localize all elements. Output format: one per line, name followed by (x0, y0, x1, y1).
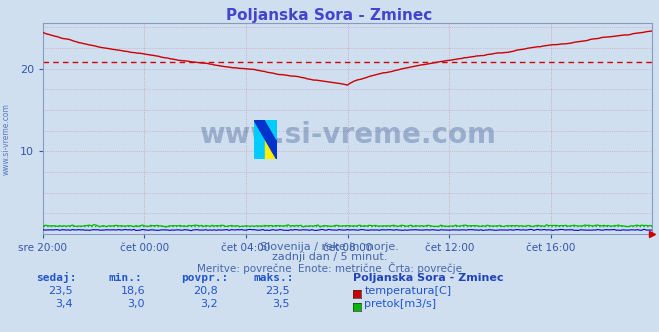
Text: Meritve: povrečne  Enote: metrične  Črta: povrečje: Meritve: povrečne Enote: metrične Črta: … (197, 262, 462, 274)
Text: povpr.:: povpr.: (181, 273, 229, 283)
Text: 3,0: 3,0 (127, 299, 145, 309)
Bar (254, 120, 265, 159)
Text: 3,2: 3,2 (200, 299, 217, 309)
Text: min.:: min.: (109, 273, 142, 283)
Bar (265, 120, 277, 159)
Text: temperatura[C]: temperatura[C] (364, 286, 451, 296)
Text: pretok[m3/s]: pretok[m3/s] (364, 299, 436, 309)
Text: maks.:: maks.: (254, 273, 294, 283)
Text: 23,5: 23,5 (48, 286, 72, 296)
Text: 20,8: 20,8 (192, 286, 217, 296)
Polygon shape (265, 120, 277, 139)
Text: sedaj:: sedaj: (36, 272, 76, 283)
Text: Poljanska Sora - Zminec: Poljanska Sora - Zminec (353, 273, 503, 283)
Text: 3,5: 3,5 (272, 299, 290, 309)
Text: 23,5: 23,5 (266, 286, 290, 296)
Text: 3,4: 3,4 (55, 299, 72, 309)
Text: 18,6: 18,6 (121, 286, 145, 296)
Text: www.si-vreme.com: www.si-vreme.com (199, 121, 496, 149)
Text: Slovenija / reke in morje.: Slovenija / reke in morje. (260, 242, 399, 252)
Text: Poljanska Sora - Zminec: Poljanska Sora - Zminec (227, 8, 432, 23)
Text: www.si-vreme.com: www.si-vreme.com (1, 104, 11, 175)
Text: zadnji dan / 5 minut.: zadnji dan / 5 minut. (272, 252, 387, 262)
Polygon shape (254, 120, 277, 159)
